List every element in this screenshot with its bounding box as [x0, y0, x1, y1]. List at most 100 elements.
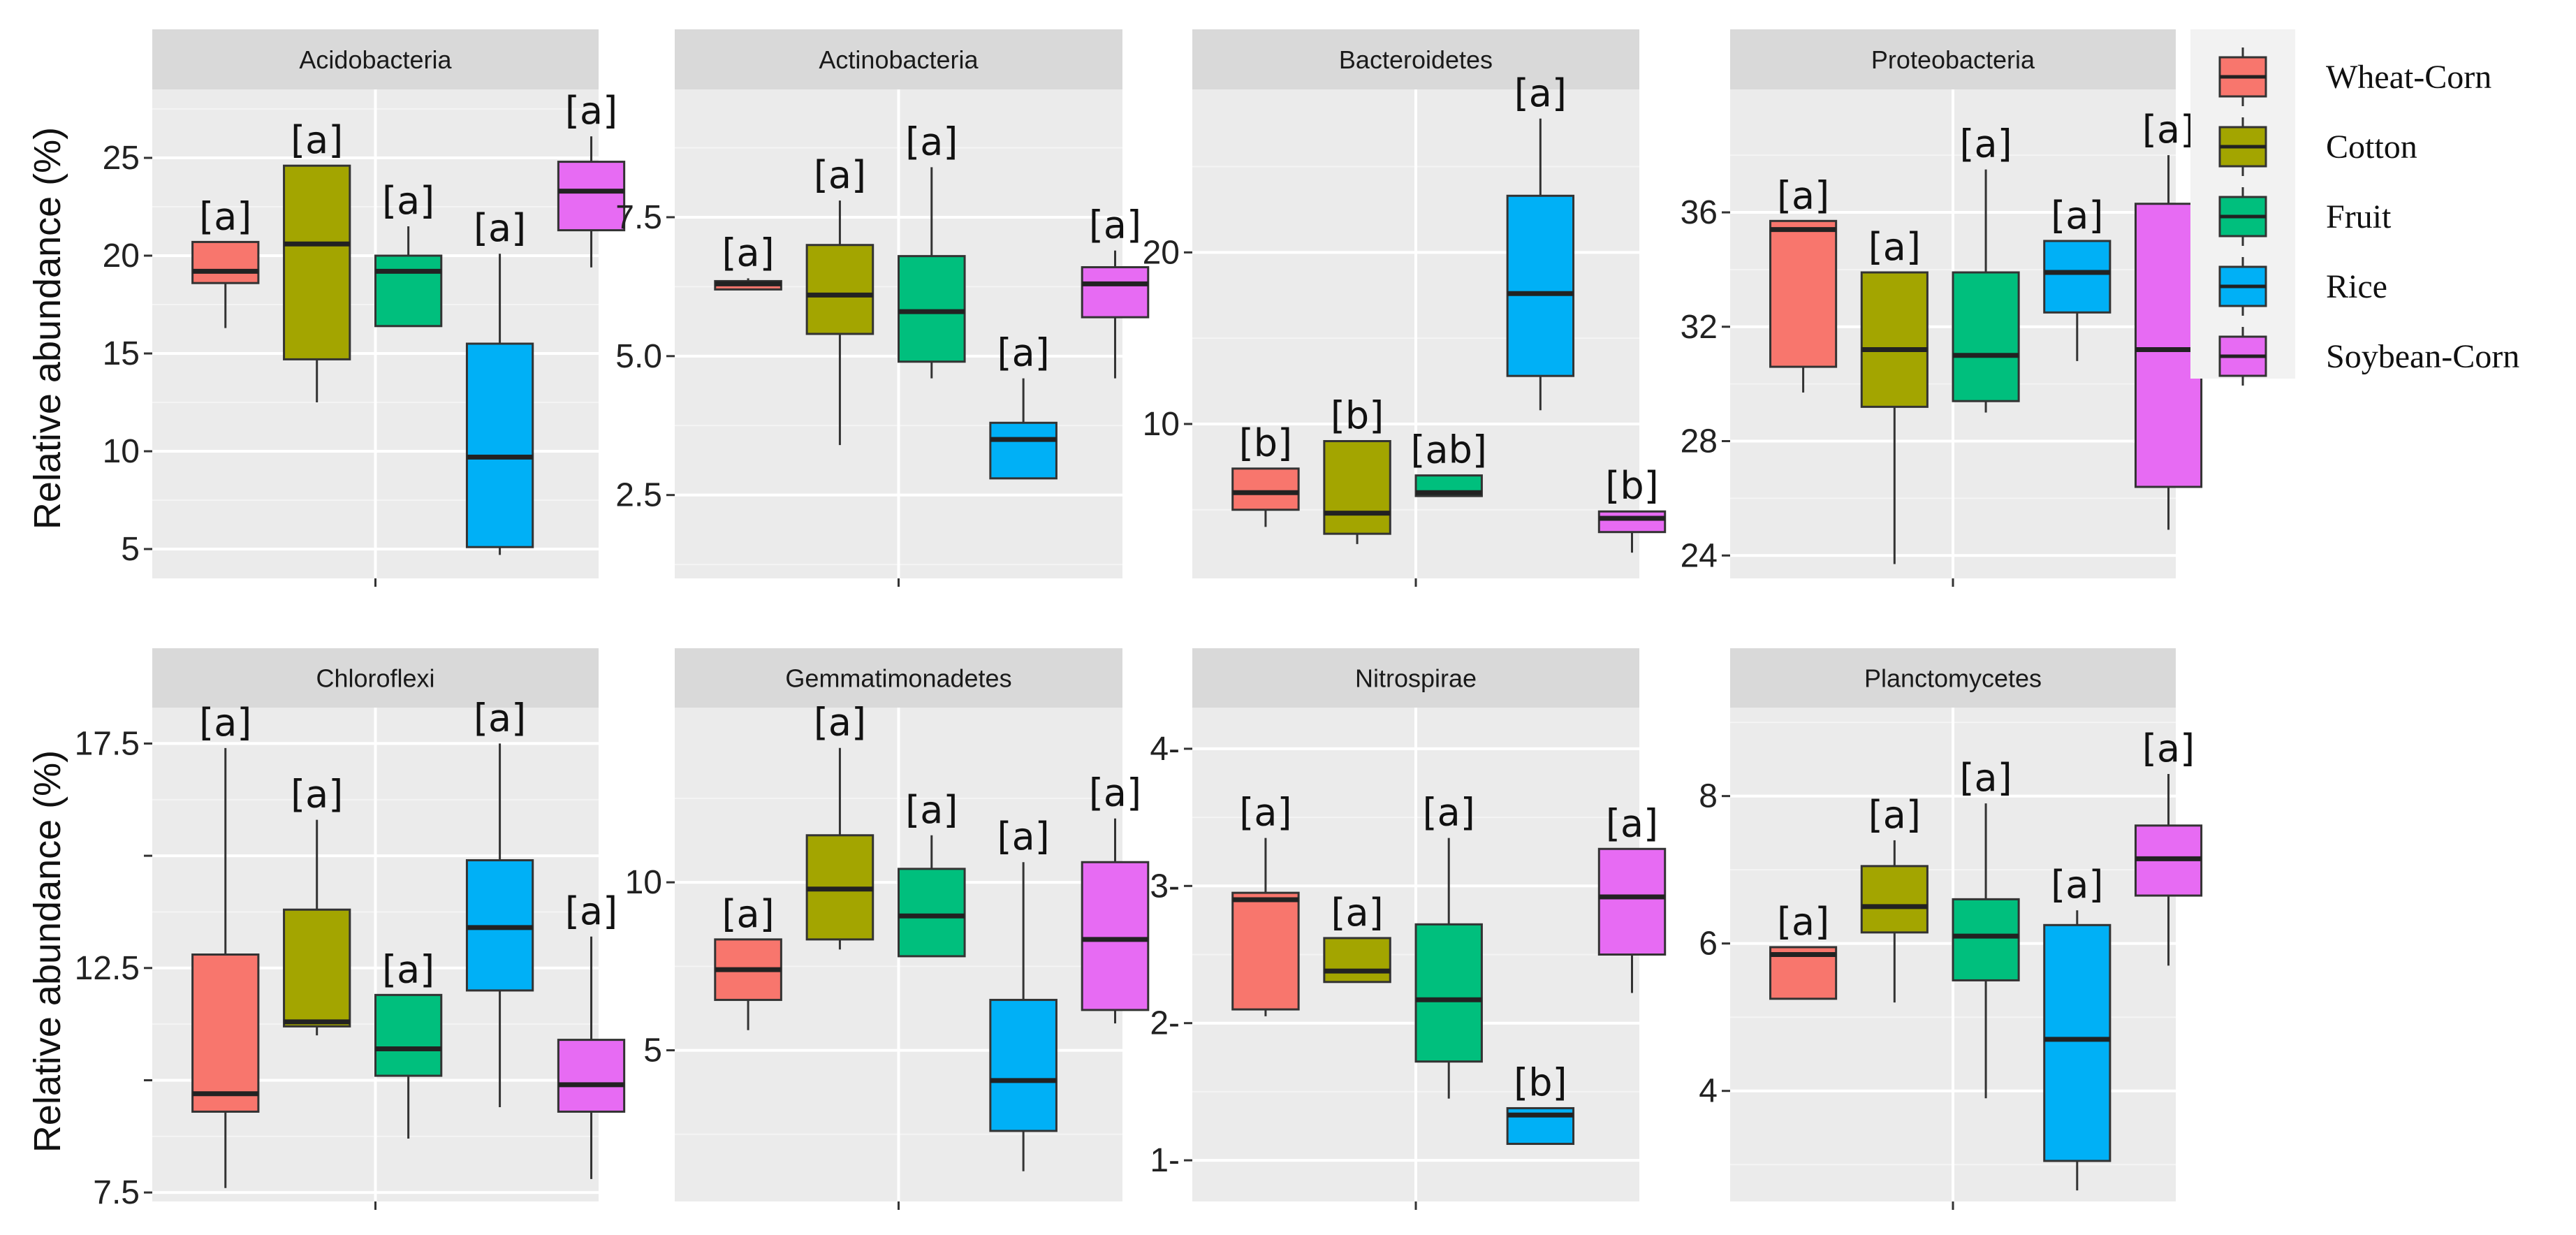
panel-title: Planctomycetes	[1864, 664, 2042, 693]
y-tick-label: 10	[625, 864, 662, 901]
y-axis-label-bottom: Relative abundance (%)	[27, 750, 68, 1153]
panel-nitrospirae: Nitrospirae 1- 2- 3- 4- [a] [a] [a] [b] [a]	[1150, 648, 1667, 1210]
y-tick-label: 10	[103, 433, 140, 470]
box-iqr	[989, 421, 1058, 480]
box-iqr	[465, 342, 534, 548]
significance-letter: [a]	[1239, 791, 1291, 835]
y-tick-label: 28	[1681, 423, 1718, 460]
box-fruit: [a]	[374, 179, 443, 328]
panel-title: Nitrospirae	[1355, 664, 1477, 693]
legend-label: Fruit	[2326, 198, 2392, 235]
significance-letter: [a]	[382, 179, 434, 223]
significance-letter: [a]	[199, 701, 251, 745]
significance-letter: [a]	[1959, 122, 2012, 166]
box-iqr	[1231, 891, 1300, 1011]
legend-label: Soybean-Corn	[2326, 338, 2519, 375]
box-iqr	[1952, 271, 2020, 402]
significance-letter: [a]	[1423, 791, 1475, 835]
significance-letter: [a]	[474, 206, 526, 250]
significance-letter: [a]	[474, 696, 526, 740]
significance-letter: [a]	[1868, 793, 1921, 837]
significance-letter: [a]	[1331, 891, 1383, 935]
y-tick-label: 1-	[1150, 1142, 1180, 1179]
box-iqr	[1231, 467, 1300, 511]
legend-label: Wheat-Corn	[2326, 59, 2491, 96]
y-tick-label: 4-	[1150, 731, 1180, 768]
y-tick-label: 5.0	[615, 338, 662, 375]
panel-proteobacteria: Proteobacteria 24 28 32 36 [a] [a] [a] [a] [a]	[1681, 29, 2203, 587]
box-soybean-corn: [a]	[2134, 726, 2203, 966]
panel-chloroflexi: Chloroflexi 7.5 12.5 17.5 [a] [a] [a] [a] [a]	[75, 648, 626, 1211]
significance-letter: [a]	[1777, 173, 1829, 217]
significance-letter: [b]	[1605, 464, 1658, 508]
panel-strip	[1192, 29, 1639, 89]
box-fruit: [a]	[898, 788, 966, 958]
box-cotton: [a]	[1860, 793, 1929, 1003]
box-iqr	[283, 164, 351, 360]
significance-letter: [a]	[1777, 900, 1829, 944]
box-wheat-corn: [a]	[191, 701, 260, 1188]
panel-strip	[152, 29, 599, 89]
significance-letter: [a]	[997, 331, 1050, 375]
significance-letter: [a]	[2142, 108, 2195, 152]
box-soybean-corn: [a]	[557, 889, 626, 1179]
panel-strip	[152, 648, 599, 708]
significance-letter: [a]	[814, 153, 866, 197]
box-soybean-corn: [b]	[1597, 464, 1667, 553]
box-iqr	[2043, 923, 2112, 1162]
box-cotton: [b]	[1323, 394, 1391, 544]
y-tick-label: 7.5	[93, 1174, 140, 1211]
y-tick-label: 15	[103, 335, 140, 372]
box-cotton: [a]	[283, 118, 351, 402]
box-iqr	[1597, 510, 1667, 534]
panel-strip	[1730, 29, 2176, 89]
box-iqr	[1323, 440, 1391, 535]
significance-letter: [a]	[2142, 726, 2195, 770]
legend-label: Cotton	[2326, 129, 2417, 166]
box-wheat-corn: [a]	[714, 231, 782, 291]
y-tick-label: 10	[1143, 406, 1180, 443]
box-soybean-corn: [a]	[1597, 801, 1667, 993]
significance-letter: [a]	[1868, 225, 1921, 269]
box-iqr	[283, 908, 351, 1028]
significance-letter: [b]	[1331, 394, 1384, 438]
panel-title: Proteobacteria	[1871, 45, 2035, 74]
significance-letter: [a]	[382, 947, 434, 991]
significance-letter: [a]	[905, 119, 958, 163]
significance-letter: [a]	[291, 118, 343, 162]
box-soybean-corn: [a]	[1081, 203, 1150, 379]
significance-letter: [a]	[1089, 203, 1141, 247]
panel-gemmatimonadetes: Gemmatimonadetes 5 10 [a] [a] [a] [a] [a]	[625, 648, 1150, 1210]
significance-letter: [a]	[722, 892, 774, 936]
y-tick-label: 7.5	[615, 199, 662, 236]
box-rice: [a]	[2043, 193, 2112, 361]
box-soybean-corn: [a]	[557, 89, 626, 268]
box-rice: [a]	[989, 814, 1058, 1171]
y-tick-label: 2-	[1150, 1005, 1180, 1042]
box-iqr	[1323, 937, 1391, 984]
y-tick-label: 36	[1681, 194, 1718, 231]
box-iqr	[1597, 847, 1667, 956]
box-iqr	[1081, 861, 1150, 1011]
panel-title: Actinobacteria	[819, 45, 979, 74]
box-cotton: [a]	[1860, 225, 1929, 564]
legend-item-rice: Rice	[2218, 257, 2387, 316]
legend-label: Rice	[2326, 268, 2387, 305]
legend: Wheat-Corn Cotton Fruit Rice Soybean-Corn	[2190, 29, 2519, 386]
box-iqr	[1952, 898, 2020, 981]
box-iqr	[557, 1039, 626, 1113]
box-cotton: [a]	[283, 773, 351, 1036]
significance-letter: [a]	[1089, 771, 1141, 815]
box-wheat-corn: [a]	[1231, 791, 1300, 1016]
legend-item-cotton: Cotton	[2218, 117, 2417, 176]
y-tick-label: 20	[1143, 234, 1180, 271]
box-fruit: [a]	[1952, 756, 2020, 1099]
box-iqr	[1414, 923, 1483, 1063]
significance-letter: [a]	[291, 773, 343, 817]
panel-title: Gemmatimonadetes	[785, 664, 1011, 693]
box-iqr	[1860, 865, 1929, 934]
significance-letter: [a]	[2051, 193, 2103, 238]
y-tick-label: 25	[103, 140, 140, 177]
box-wheat-corn: [b]	[1231, 421, 1300, 527]
box-fruit: [a]	[1414, 791, 1483, 1099]
